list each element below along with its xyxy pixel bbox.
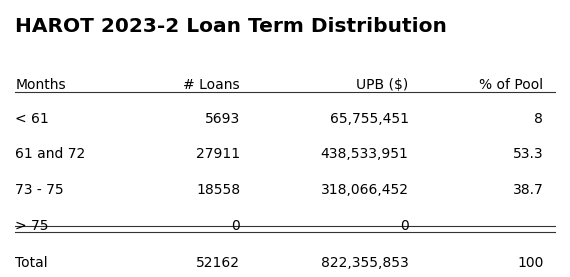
Text: UPB ($): UPB ($) <box>356 78 409 93</box>
Text: 5693: 5693 <box>205 112 240 126</box>
Text: # Loans: # Loans <box>184 78 240 93</box>
Text: 73 - 75: 73 - 75 <box>15 183 64 197</box>
Text: 27911: 27911 <box>196 147 240 161</box>
Text: 318,066,452: 318,066,452 <box>320 183 409 197</box>
Text: % of Pool: % of Pool <box>479 78 543 93</box>
Text: 18558: 18558 <box>196 183 240 197</box>
Text: 61 and 72: 61 and 72 <box>15 147 86 161</box>
Text: 0: 0 <box>231 219 240 233</box>
Text: 438,533,951: 438,533,951 <box>321 147 409 161</box>
Text: < 61: < 61 <box>15 112 49 126</box>
Text: 8: 8 <box>535 112 543 126</box>
Text: 0: 0 <box>400 219 409 233</box>
Text: 52162: 52162 <box>196 256 240 270</box>
Text: HAROT 2023-2 Loan Term Distribution: HAROT 2023-2 Loan Term Distribution <box>15 17 447 37</box>
Text: 38.7: 38.7 <box>512 183 543 197</box>
Text: > 75: > 75 <box>15 219 49 233</box>
Text: 822,355,853: 822,355,853 <box>321 256 409 270</box>
Text: 65,755,451: 65,755,451 <box>329 112 409 126</box>
Text: 53.3: 53.3 <box>513 147 543 161</box>
Text: Total: Total <box>15 256 48 270</box>
Text: Months: Months <box>15 78 66 93</box>
Text: 100: 100 <box>517 256 543 270</box>
